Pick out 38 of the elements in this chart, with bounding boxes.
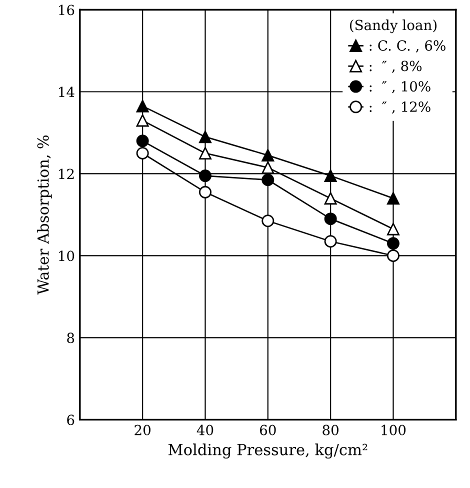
point	[262, 214, 274, 228]
y-tick-label: 14	[59, 86, 74, 98]
point	[262, 174, 274, 186]
x-tick-label: 100	[382, 424, 406, 436]
point	[198, 146, 212, 160]
point	[136, 146, 149, 160]
legend-label: : C. C. , 6%	[370, 40, 446, 53]
legend-label: : ″ , 10%	[370, 81, 430, 94]
legend-label: : ″ , 12%	[370, 101, 430, 114]
x-axis-title: Molding Pressure, kg/cm²	[168, 444, 368, 459]
point	[386, 237, 400, 250]
point	[324, 212, 337, 226]
legend-title: (Sandy loan)	[350, 19, 437, 34]
y-tick-label: 16	[59, 4, 74, 16]
point	[262, 161, 274, 174]
point	[136, 134, 149, 148]
point	[386, 249, 400, 262]
point	[324, 192, 337, 205]
x-tick-label: 20	[134, 424, 150, 436]
point	[198, 170, 212, 182]
point	[198, 130, 212, 144]
point	[198, 186, 212, 198]
point	[262, 149, 274, 162]
y-axis-title: Water Absorption, %	[37, 136, 52, 295]
point	[136, 100, 149, 112]
point	[324, 235, 337, 248]
x-tick-label: 40	[196, 424, 214, 436]
y-tick-label: 12	[59, 168, 74, 180]
y-tick-label: 6	[67, 414, 74, 426]
point	[136, 114, 149, 127]
x-tick-label: 60	[260, 424, 276, 436]
legend-label: : ″ , 8%	[370, 60, 422, 73]
y-tick-label: 10	[59, 250, 74, 262]
x-tick-label: 80	[322, 424, 338, 436]
point	[324, 170, 337, 182]
y-tick-label: 8	[67, 332, 74, 344]
point	[386, 192, 400, 205]
point	[386, 222, 400, 236]
